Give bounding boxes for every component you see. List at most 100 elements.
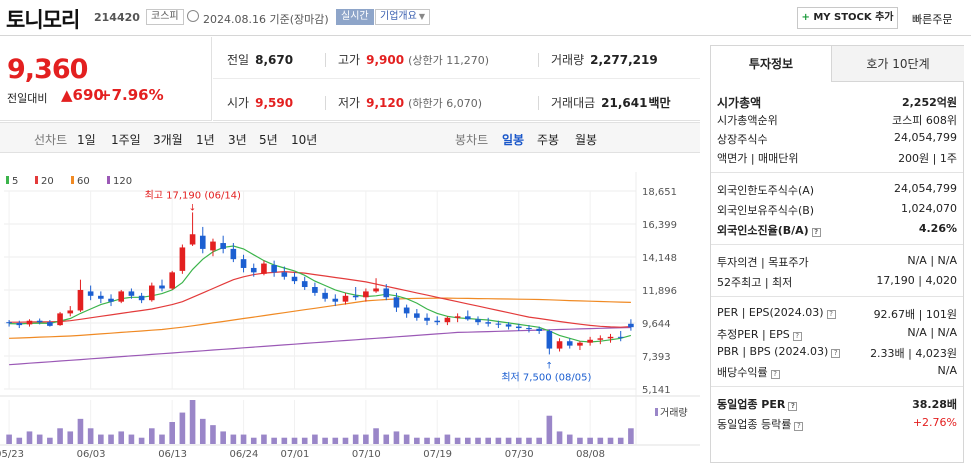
- volume-bar: [373, 428, 379, 444]
- industry-per-value: 38.28배: [912, 398, 957, 411]
- help-icon[interactable]: ?: [788, 402, 798, 411]
- par-row: 액면가 | 매매단위 200원 | 1주: [717, 150, 957, 166]
- volume-bar: [6, 434, 12, 444]
- candle-body: [220, 243, 226, 249]
- pbr-label: PBR | BPS (2024.03): [717, 345, 829, 358]
- volume-legend-label: 거래량: [660, 407, 688, 419]
- help-icon[interactable]: ?: [794, 422, 804, 431]
- quick-order-link[interactable]: 빠른주문: [912, 13, 953, 26]
- volume-bar: [556, 431, 563, 444]
- y-tick-label: 11,896: [642, 286, 677, 297]
- tab-candle-chart[interactable]: 봉차트: [455, 133, 489, 147]
- foreign-limit-label: 외국인한도주식수(A): [717, 184, 815, 197]
- help-icon[interactable]: ?: [826, 310, 836, 319]
- est-per-label: 추정PER | EPS: [717, 328, 790, 341]
- y-tick-label: 14,148: [642, 253, 677, 264]
- current-price: 9,360: [7, 54, 88, 85]
- price-change-pct: +7.96%: [99, 86, 164, 104]
- tab-monthly[interactable]: 월봉: [575, 133, 598, 147]
- x-tick-label: 06/13: [158, 449, 187, 460]
- est-per-value: N/A | N/A: [907, 326, 957, 339]
- tab-period-1d[interactable]: 1일: [77, 133, 96, 147]
- realtime-button[interactable]: 실시간: [336, 9, 374, 25]
- help-icon[interactable]: ?: [831, 349, 841, 358]
- candle-body: [118, 291, 125, 302]
- candle-body: [546, 330, 553, 349]
- foreign-hold-row: 외국인보유주식수(B) 1,024,070: [717, 202, 957, 218]
- help-icon[interactable]: ?: [792, 332, 802, 341]
- tab-period-10y[interactable]: 10년: [291, 133, 318, 147]
- tab-line-chart[interactable]: 선차트: [34, 133, 68, 147]
- add-mystock-button[interactable]: + MY STOCK 추가: [797, 7, 898, 29]
- candle-body: [281, 272, 288, 277]
- legend-label: 5: [12, 176, 18, 187]
- chevron-down-icon: ▼: [418, 12, 425, 21]
- date-text: 2024.08.16 기준(장마감): [203, 13, 329, 26]
- candle-body: [199, 235, 206, 249]
- help-icon[interactable]: ?: [770, 370, 780, 379]
- x-tick-label: 07/01: [281, 449, 310, 460]
- tab-invest-info[interactable]: 투자정보: [711, 46, 831, 82]
- stat-low-label: 저가: [338, 96, 361, 110]
- shares-label: 상장주식수: [717, 133, 768, 146]
- moving-average-5: [9, 245, 632, 343]
- candle-body: [210, 241, 216, 251]
- volume-bar: [515, 437, 522, 444]
- candle-body: [505, 324, 512, 327]
- company-info-dropdown[interactable]: 기업개요 ▼: [375, 9, 430, 25]
- stock-name: 토니모리: [6, 8, 80, 32]
- stat-amount-unit: 백만: [648, 96, 671, 110]
- legend-swatch: [35, 176, 38, 184]
- stat-high-label: 고가: [338, 53, 361, 67]
- industry-rate-row: 동일업종 등락률? +2.76%: [717, 416, 957, 432]
- tab-period-3m[interactable]: 3개월: [153, 133, 183, 147]
- candle-body: [495, 323, 502, 325]
- candle-body: [169, 272, 175, 289]
- divider: [711, 172, 963, 173]
- candle-body: [363, 291, 369, 298]
- volume-bar: [159, 434, 165, 444]
- stat-volume: 거래량 2,277,219: [551, 51, 658, 68]
- tab-period-1y[interactable]: 1년: [196, 133, 215, 147]
- candle-body: [465, 316, 471, 320]
- volume-bar: [291, 437, 298, 444]
- candle-body: [179, 247, 186, 271]
- foreign-ratio-label: 외국인소진율(B/A): [717, 224, 809, 237]
- tab-period-3y[interactable]: 3년: [228, 133, 247, 147]
- volume-bar: [230, 434, 237, 444]
- tab-weekly[interactable]: 주봉: [537, 133, 560, 147]
- plus-icon: +: [801, 12, 810, 23]
- candle-body: [67, 310, 74, 314]
- volume-bar: [179, 412, 186, 444]
- candle-body: [536, 328, 542, 331]
- foreign-limit-value: 24,054,799: [894, 182, 957, 195]
- chart-svg: 18,651 16,399 14,148 11,896 9,644 7,393 5,141 0…: [0, 172, 700, 460]
- legend-label: 20: [41, 176, 54, 187]
- candle-body: [515, 326, 522, 329]
- volume-bar: [261, 434, 267, 444]
- volume-bar: [26, 431, 33, 444]
- candle-body: [98, 295, 104, 299]
- stat-low: 저가 9,120 (하한가 6,070): [338, 94, 482, 111]
- change-label: 전일대비: [7, 92, 48, 105]
- volume-bar: [546, 415, 553, 444]
- tab-period-1w[interactable]: 1주일: [111, 133, 141, 147]
- tab-period-5y[interactable]: 5년: [259, 133, 278, 147]
- volume-bar: [332, 437, 339, 444]
- stat-high-value: 9,900: [366, 53, 405, 67]
- tab-orderbook[interactable]: 호가 10단계: [831, 46, 964, 82]
- moving-average-20: [9, 270, 631, 328]
- stat-volume-label: 거래량: [551, 53, 585, 67]
- legend-swatch: [107, 176, 110, 184]
- candle-body: [301, 281, 308, 288]
- candle-body: [566, 341, 573, 346]
- candle-body: [108, 298, 114, 302]
- volume-bar: [322, 437, 328, 444]
- volume-bar: [301, 437, 308, 444]
- candle-body: [424, 317, 430, 321]
- divider: [325, 96, 326, 110]
- tab-daily[interactable]: 일봉: [502, 133, 525, 147]
- volume-bar: [536, 437, 542, 444]
- help-icon[interactable]: ?: [811, 228, 821, 237]
- moving-average-120: [9, 326, 631, 366]
